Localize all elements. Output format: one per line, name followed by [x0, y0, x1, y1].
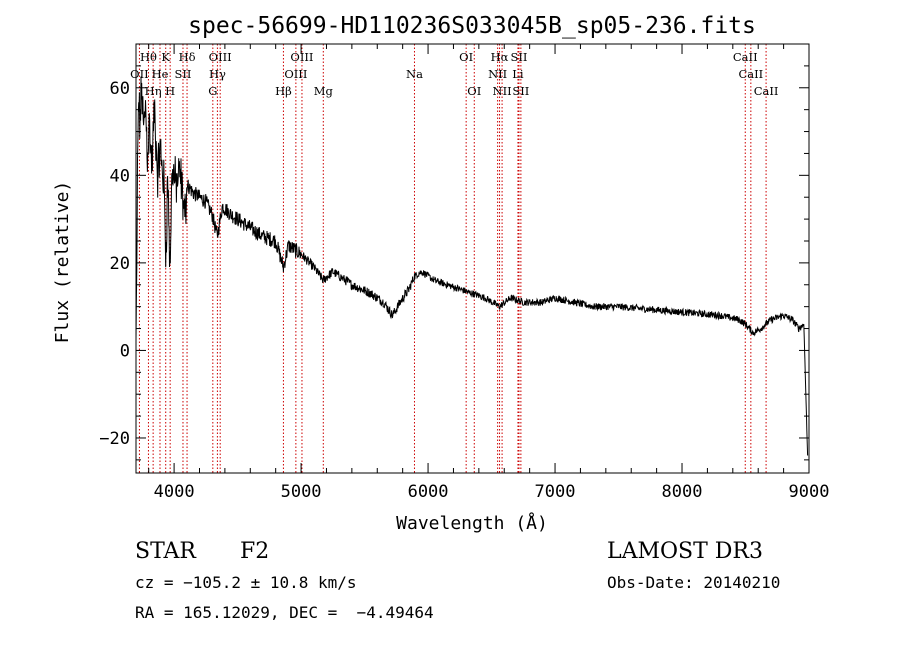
spectral-line-label: Hγ	[209, 67, 226, 81]
spectral-line-label: NII	[488, 67, 507, 81]
spectral-line-label: Hβ	[275, 84, 292, 98]
x-tick-label: 4000	[154, 482, 195, 502]
y-tick-label: −20	[99, 429, 130, 449]
spectral-line-label: SII	[510, 50, 527, 64]
x-axis-label: Wavelength (Å)	[396, 512, 548, 534]
axes: 4000 5000 6000 7000 8000 9000 −20 0 20 40 60	[99, 44, 829, 502]
y-tick-label: 20	[110, 254, 130, 274]
spectral-line-label: Mg	[314, 84, 334, 98]
spectral-line-label: SII	[512, 84, 529, 98]
x-tick-label: 9000	[789, 482, 830, 502]
spectral-line-label: OI	[467, 84, 481, 98]
y-axis-label: Flux (relative)	[52, 181, 73, 344]
spectral-line-label: Li	[512, 67, 524, 81]
spectral-line-label: OIII	[209, 50, 232, 64]
spectral-line-label: Hη	[145, 84, 162, 98]
spectral-line-label: Hθ	[140, 50, 157, 64]
spectral-line-label: NII	[493, 84, 512, 98]
x-tick-label: 8000	[662, 482, 703, 502]
plot-frame	[135, 43, 810, 474]
y-tick-label: 0	[120, 341, 130, 361]
spectral-line-markers	[138, 44, 767, 473]
spectral-line-label: K	[161, 50, 170, 64]
obs-date: Obs-Date: 20140210	[607, 573, 781, 592]
spectral-line-label: Hδ	[179, 50, 196, 64]
spectral-line-labels: Hθ OII Hη He K H SII Hδ OIII Hγ G Hβ OIII OIII Mg Na OI O…	[130, 50, 778, 98]
spectral-line-label: CaII	[733, 50, 758, 64]
spectral-line-label: OII	[130, 67, 149, 81]
spectral-line-label: Hα	[491, 50, 509, 64]
spectral-line-label: OI	[459, 50, 473, 64]
class-label: STAR	[135, 539, 196, 564]
spectral-line-label: CaII	[738, 67, 763, 81]
spectral-line-label: H	[165, 84, 175, 98]
spectral-line-label: SII	[174, 67, 191, 81]
y-tick-label: 60	[110, 79, 130, 99]
y-tick-label: 40	[110, 166, 130, 186]
spectral-line-label: Na	[406, 67, 423, 81]
cz-readout: cz = −105.2 ± 10.8 km/s	[135, 573, 357, 592]
x-tick-label: 7000	[535, 482, 576, 502]
spectrum-line	[135, 76, 809, 456]
spectral-line-label: OIII	[284, 67, 307, 81]
spectral-line-label: OIII	[290, 50, 313, 64]
x-tick-label: 6000	[408, 482, 449, 502]
ra-dec-readout: RA = 165.12029, DEC = −4.49464	[135, 603, 434, 622]
spectral-line-label: CaII	[754, 84, 779, 98]
survey-label: LAMOST DR3	[607, 539, 763, 564]
x-tick-label: 5000	[281, 482, 322, 502]
subclass-label: F2	[240, 539, 270, 564]
chart-title: spec-56699-HD110236S033045B_sp05-236.fit…	[188, 13, 756, 39]
spectral-line-label: He	[152, 67, 169, 81]
spectral-line-label: G	[208, 84, 217, 98]
